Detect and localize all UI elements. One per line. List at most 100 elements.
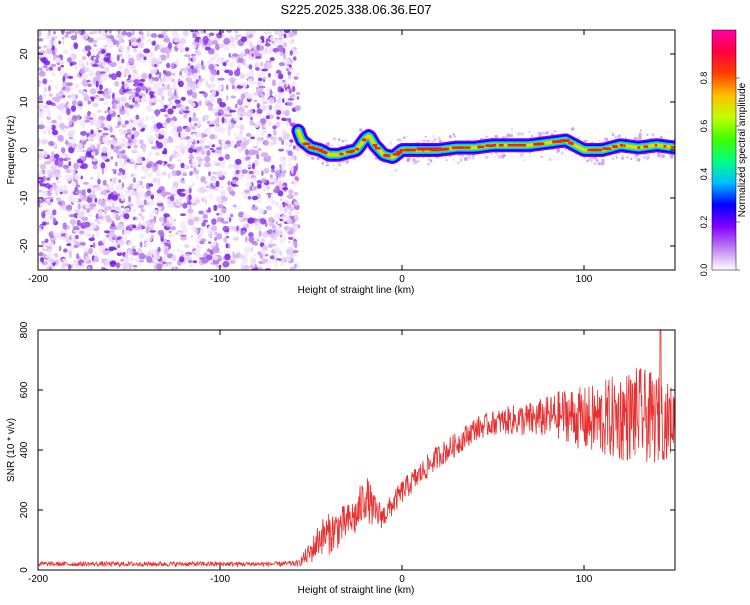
- noise-speckle: [87, 100, 91, 105]
- noise-speckle: [263, 156, 267, 162]
- noise-speckle: [148, 91, 154, 96]
- noise-speckle: [286, 225, 292, 233]
- noise-speckle: [76, 114, 81, 120]
- noise-speckle: [162, 171, 167, 176]
- noise-speckle: [87, 214, 93, 217]
- noise-speckle: [74, 83, 80, 89]
- noise-speckle: [73, 42, 79, 50]
- noise-speckle: [156, 202, 164, 207]
- noise-speckle: [148, 183, 154, 187]
- noise-speckle: [248, 236, 255, 243]
- y-tick-label: -10: [19, 190, 30, 205]
- noise-speckle: [117, 99, 121, 104]
- noise-speckle: [42, 175, 46, 182]
- noise-speckle: [156, 122, 163, 129]
- noise-speckle: [96, 134, 101, 140]
- noise-speckle: [58, 40, 61, 45]
- noise-speckle: [203, 30, 206, 34]
- noise-speckle: [280, 88, 284, 93]
- signal-halo-speckle: [345, 139, 347, 142]
- noise-speckle: [195, 119, 202, 126]
- noise-speckle: [107, 152, 111, 158]
- noise-speckle: [78, 142, 84, 150]
- noise-speckle: [283, 58, 291, 65]
- noise-speckle: [84, 74, 89, 79]
- noise-speckle: [127, 45, 130, 51]
- noise-speckle: [61, 129, 67, 133]
- noise-speckle: [39, 225, 44, 228]
- noise-speckle: [171, 128, 175, 132]
- noise-speckle: [236, 225, 239, 232]
- noise-speckle: [202, 35, 209, 43]
- noise-speckle: [225, 140, 231, 145]
- noise-speckle: [184, 145, 189, 150]
- noise-speckle: [74, 186, 78, 192]
- noise-speckle: [176, 128, 180, 133]
- colorbar-tick-label: 0.0: [699, 264, 709, 277]
- noise-speckle: [125, 62, 130, 67]
- noise-speckle: [143, 56, 147, 60]
- noise-speckle: [68, 161, 72, 167]
- noise-speckle: [41, 138, 48, 145]
- noise-speckle: [102, 134, 105, 138]
- signal-halo-speckle: [520, 132, 524, 136]
- noise-speckle: [285, 255, 291, 262]
- noise-speckle: [214, 150, 222, 154]
- noise-speckle: [242, 136, 247, 142]
- noise-speckle: [101, 168, 105, 175]
- noise-speckle: [248, 232, 254, 238]
- noise-speckle: [108, 108, 114, 115]
- noise-speckle: [205, 80, 209, 87]
- noise-speckle: [280, 204, 284, 211]
- noise-speckle: [263, 167, 270, 174]
- noise-speckle: [128, 57, 135, 65]
- noise-speckle: [189, 122, 193, 129]
- noise-speckle: [267, 197, 272, 201]
- noise-speckle: [230, 213, 234, 218]
- noise-speckle: [138, 53, 145, 58]
- signal-halo-speckle: [493, 156, 496, 159]
- noise-speckle: [102, 130, 106, 134]
- noise-speckle: [245, 181, 252, 187]
- noise-speckle: [43, 253, 46, 257]
- noise-speckle: [258, 85, 266, 89]
- noise-speckle: [46, 107, 51, 113]
- noise-speckle: [192, 249, 199, 256]
- noise-speckle: [62, 189, 69, 195]
- noise-speckle: [257, 148, 262, 151]
- noise-speckle: [86, 197, 93, 203]
- signal-halo-speckle: [636, 158, 641, 162]
- noise-speckle: [161, 77, 166, 82]
- colorbar-gradient: [712, 30, 736, 270]
- noise-speckle: [249, 72, 255, 77]
- noise-speckle: [57, 254, 61, 260]
- y-tick-label: 0: [19, 147, 30, 153]
- noise-speckle: [217, 84, 223, 91]
- signal-halo-speckle: [345, 159, 349, 164]
- noise-speckle: [180, 96, 186, 101]
- noise-speckle: [171, 254, 177, 262]
- signal-halo-speckle: [615, 156, 618, 159]
- noise-speckle: [81, 64, 86, 69]
- noise-speckle: [257, 184, 262, 189]
- signal-halo-speckle: [501, 155, 505, 159]
- noise-speckle: [51, 129, 59, 136]
- noise-speckle: [104, 230, 111, 234]
- noise-speckle: [274, 246, 281, 253]
- noise-speckle: [160, 249, 163, 253]
- noise-speckle: [174, 150, 177, 154]
- noise-speckle: [38, 170, 44, 175]
- noise-speckle: [146, 190, 152, 197]
- signal-halo-speckle: [597, 162, 601, 166]
- noise-speckle: [117, 249, 122, 253]
- noise-speckle: [214, 111, 219, 117]
- signal-halo-speckle: [621, 156, 625, 160]
- noise-speckle: [295, 171, 299, 177]
- noise-speckle: [296, 91, 301, 96]
- snr-plot: -200 -100 0 100 0 200 400 600 800 Height of str…: [6, 321, 676, 596]
- noise-speckle: [164, 154, 168, 157]
- noise-speckle: [246, 173, 250, 181]
- noise-speckle: [212, 160, 217, 167]
- noise-speckle: [120, 137, 127, 142]
- noise-speckle: [200, 142, 206, 148]
